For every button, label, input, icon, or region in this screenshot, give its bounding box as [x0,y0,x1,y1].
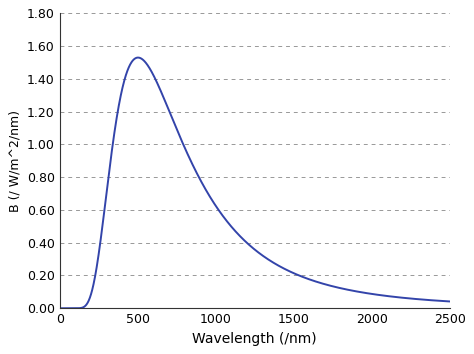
Y-axis label: B (/ W/m^2/nm): B (/ W/m^2/nm) [9,110,21,212]
X-axis label: Wavelength (/nm): Wavelength (/nm) [192,332,317,346]
